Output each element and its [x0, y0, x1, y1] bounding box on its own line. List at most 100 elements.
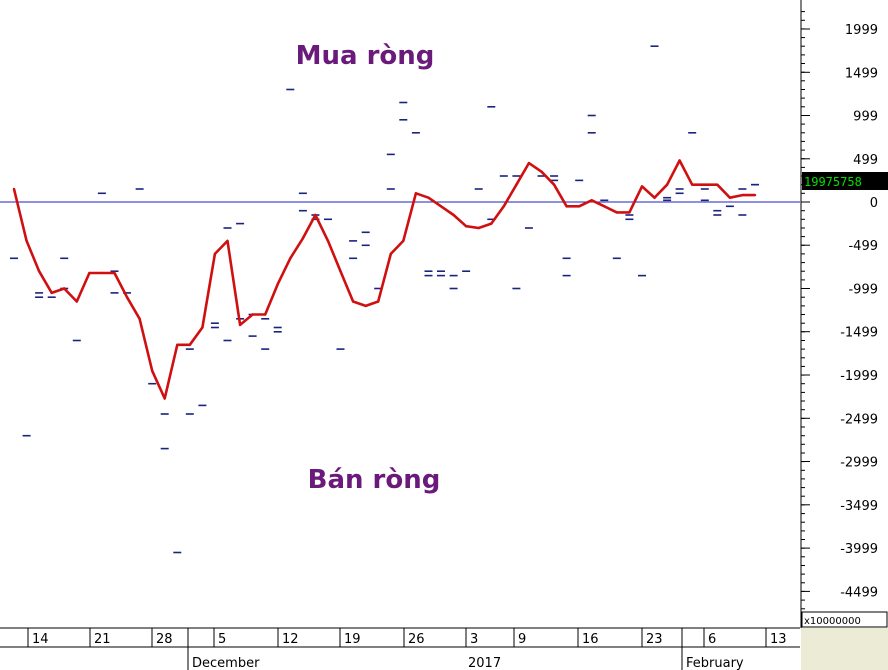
line-point	[527, 161, 531, 165]
line-point	[50, 291, 53, 295]
x-tick-label: 13	[770, 632, 787, 647]
y-tick-label: 999	[853, 110, 878, 125]
line-point	[490, 222, 493, 225]
x-month-label: December	[192, 656, 260, 670]
line-point	[226, 239, 229, 243]
x-tick-label: 28	[156, 632, 173, 647]
x-tick-label: 3	[470, 632, 478, 647]
line-point	[364, 304, 367, 308]
line-point	[163, 397, 166, 400]
line-point	[540, 170, 543, 173]
line-point	[88, 271, 91, 275]
line-point	[339, 270, 342, 273]
unit-box	[801, 611, 888, 628]
line-point	[12, 187, 16, 191]
line-point	[590, 199, 593, 202]
line-point	[301, 237, 305, 240]
x-month-label: February	[686, 656, 744, 670]
line-point	[25, 239, 28, 243]
line-point	[37, 270, 41, 273]
x-tick-label: 9	[518, 632, 526, 647]
x-tick-label: 14	[32, 632, 49, 647]
line-point	[276, 283, 279, 286]
plot-background	[0, 0, 800, 628]
marker-series	[10, 45, 759, 554]
y-axis: 1999 1499 999 499 0 -499 -999 -1499 -1999 -2499 -2…	[801, 11, 878, 618]
y-tick-label: -499	[848, 239, 878, 254]
line-point	[238, 323, 242, 327]
y-tick-label: -999	[848, 283, 878, 298]
line-point	[628, 211, 631, 214]
line-point	[151, 369, 154, 372]
line-point	[62, 287, 66, 290]
line-point	[414, 192, 418, 195]
line-point	[565, 205, 568, 208]
line-point	[213, 252, 217, 256]
line-point	[753, 193, 757, 197]
line-point	[691, 183, 694, 186]
bottom-right-corner	[801, 628, 888, 670]
line-point	[665, 183, 669, 186]
y-tick-label: 499	[853, 153, 878, 168]
y-tick-label: -1499	[840, 326, 878, 341]
right-axis-panel	[801, 0, 888, 612]
line-point	[640, 185, 644, 188]
line-point	[377, 300, 380, 303]
x-tick-label: 23	[646, 632, 663, 647]
line-point	[427, 196, 430, 199]
x-tick-label: 6	[708, 632, 716, 647]
y-tick-label: 1999	[845, 23, 878, 38]
line-point	[678, 159, 681, 162]
x-axis-band	[0, 628, 800, 670]
line-point	[100, 271, 104, 275]
x-tick-label: 21	[94, 632, 111, 647]
line-point	[125, 296, 129, 299]
y-tick-label: -1999	[840, 369, 878, 384]
line-point	[615, 211, 618, 214]
line-point	[264, 313, 267, 316]
y-tick-label: -2999	[840, 456, 878, 471]
annotation-sell: Bán ròng	[308, 465, 441, 495]
y-tick-label: -2499	[840, 412, 878, 427]
line-point	[464, 225, 468, 228]
line-point	[439, 205, 443, 208]
line-point	[188, 343, 191, 346]
line-point	[452, 213, 455, 217]
line-point	[289, 257, 292, 260]
last-value-box	[802, 172, 888, 190]
y-tick-label: 1499	[845, 66, 878, 81]
series-line	[12, 159, 755, 400]
line-point	[402, 239, 405, 243]
line-point	[502, 205, 505, 208]
line-point	[326, 239, 330, 243]
line-point	[578, 205, 581, 208]
line-series	[12, 159, 757, 400]
line-point	[351, 300, 355, 303]
line-point	[389, 252, 392, 256]
line-point	[314, 213, 317, 217]
line-point	[113, 271, 116, 275]
last-value-label: 19975758	[804, 175, 862, 189]
y-tick-label: 0	[870, 196, 878, 211]
y-tick-label: -4499	[840, 585, 878, 600]
line-point	[477, 226, 480, 230]
line-point	[138, 317, 141, 320]
last-value-badge: 19975758	[802, 172, 888, 190]
line-point	[75, 300, 79, 303]
annotation-buy: Mua ròng	[296, 41, 435, 71]
x-axis: 14 21 28 5 12 19 26 3 9 16 23 6 13 December 2017 Februa…	[0, 628, 800, 670]
y-unit-label: x10000000	[804, 616, 861, 627]
y-tick-label: -3999	[840, 542, 878, 557]
x-tick-label: 16	[582, 632, 599, 647]
line-point	[201, 326, 204, 329]
line-point	[515, 183, 518, 186]
line-point	[703, 183, 706, 186]
x-tick-label: 19	[344, 632, 361, 647]
line-point	[176, 343, 179, 346]
x-tick-label: 12	[282, 632, 299, 647]
line-point	[728, 196, 732, 199]
line-point	[603, 205, 606, 208]
line-point	[552, 183, 556, 186]
line-point	[741, 193, 744, 197]
line-point	[716, 183, 719, 186]
